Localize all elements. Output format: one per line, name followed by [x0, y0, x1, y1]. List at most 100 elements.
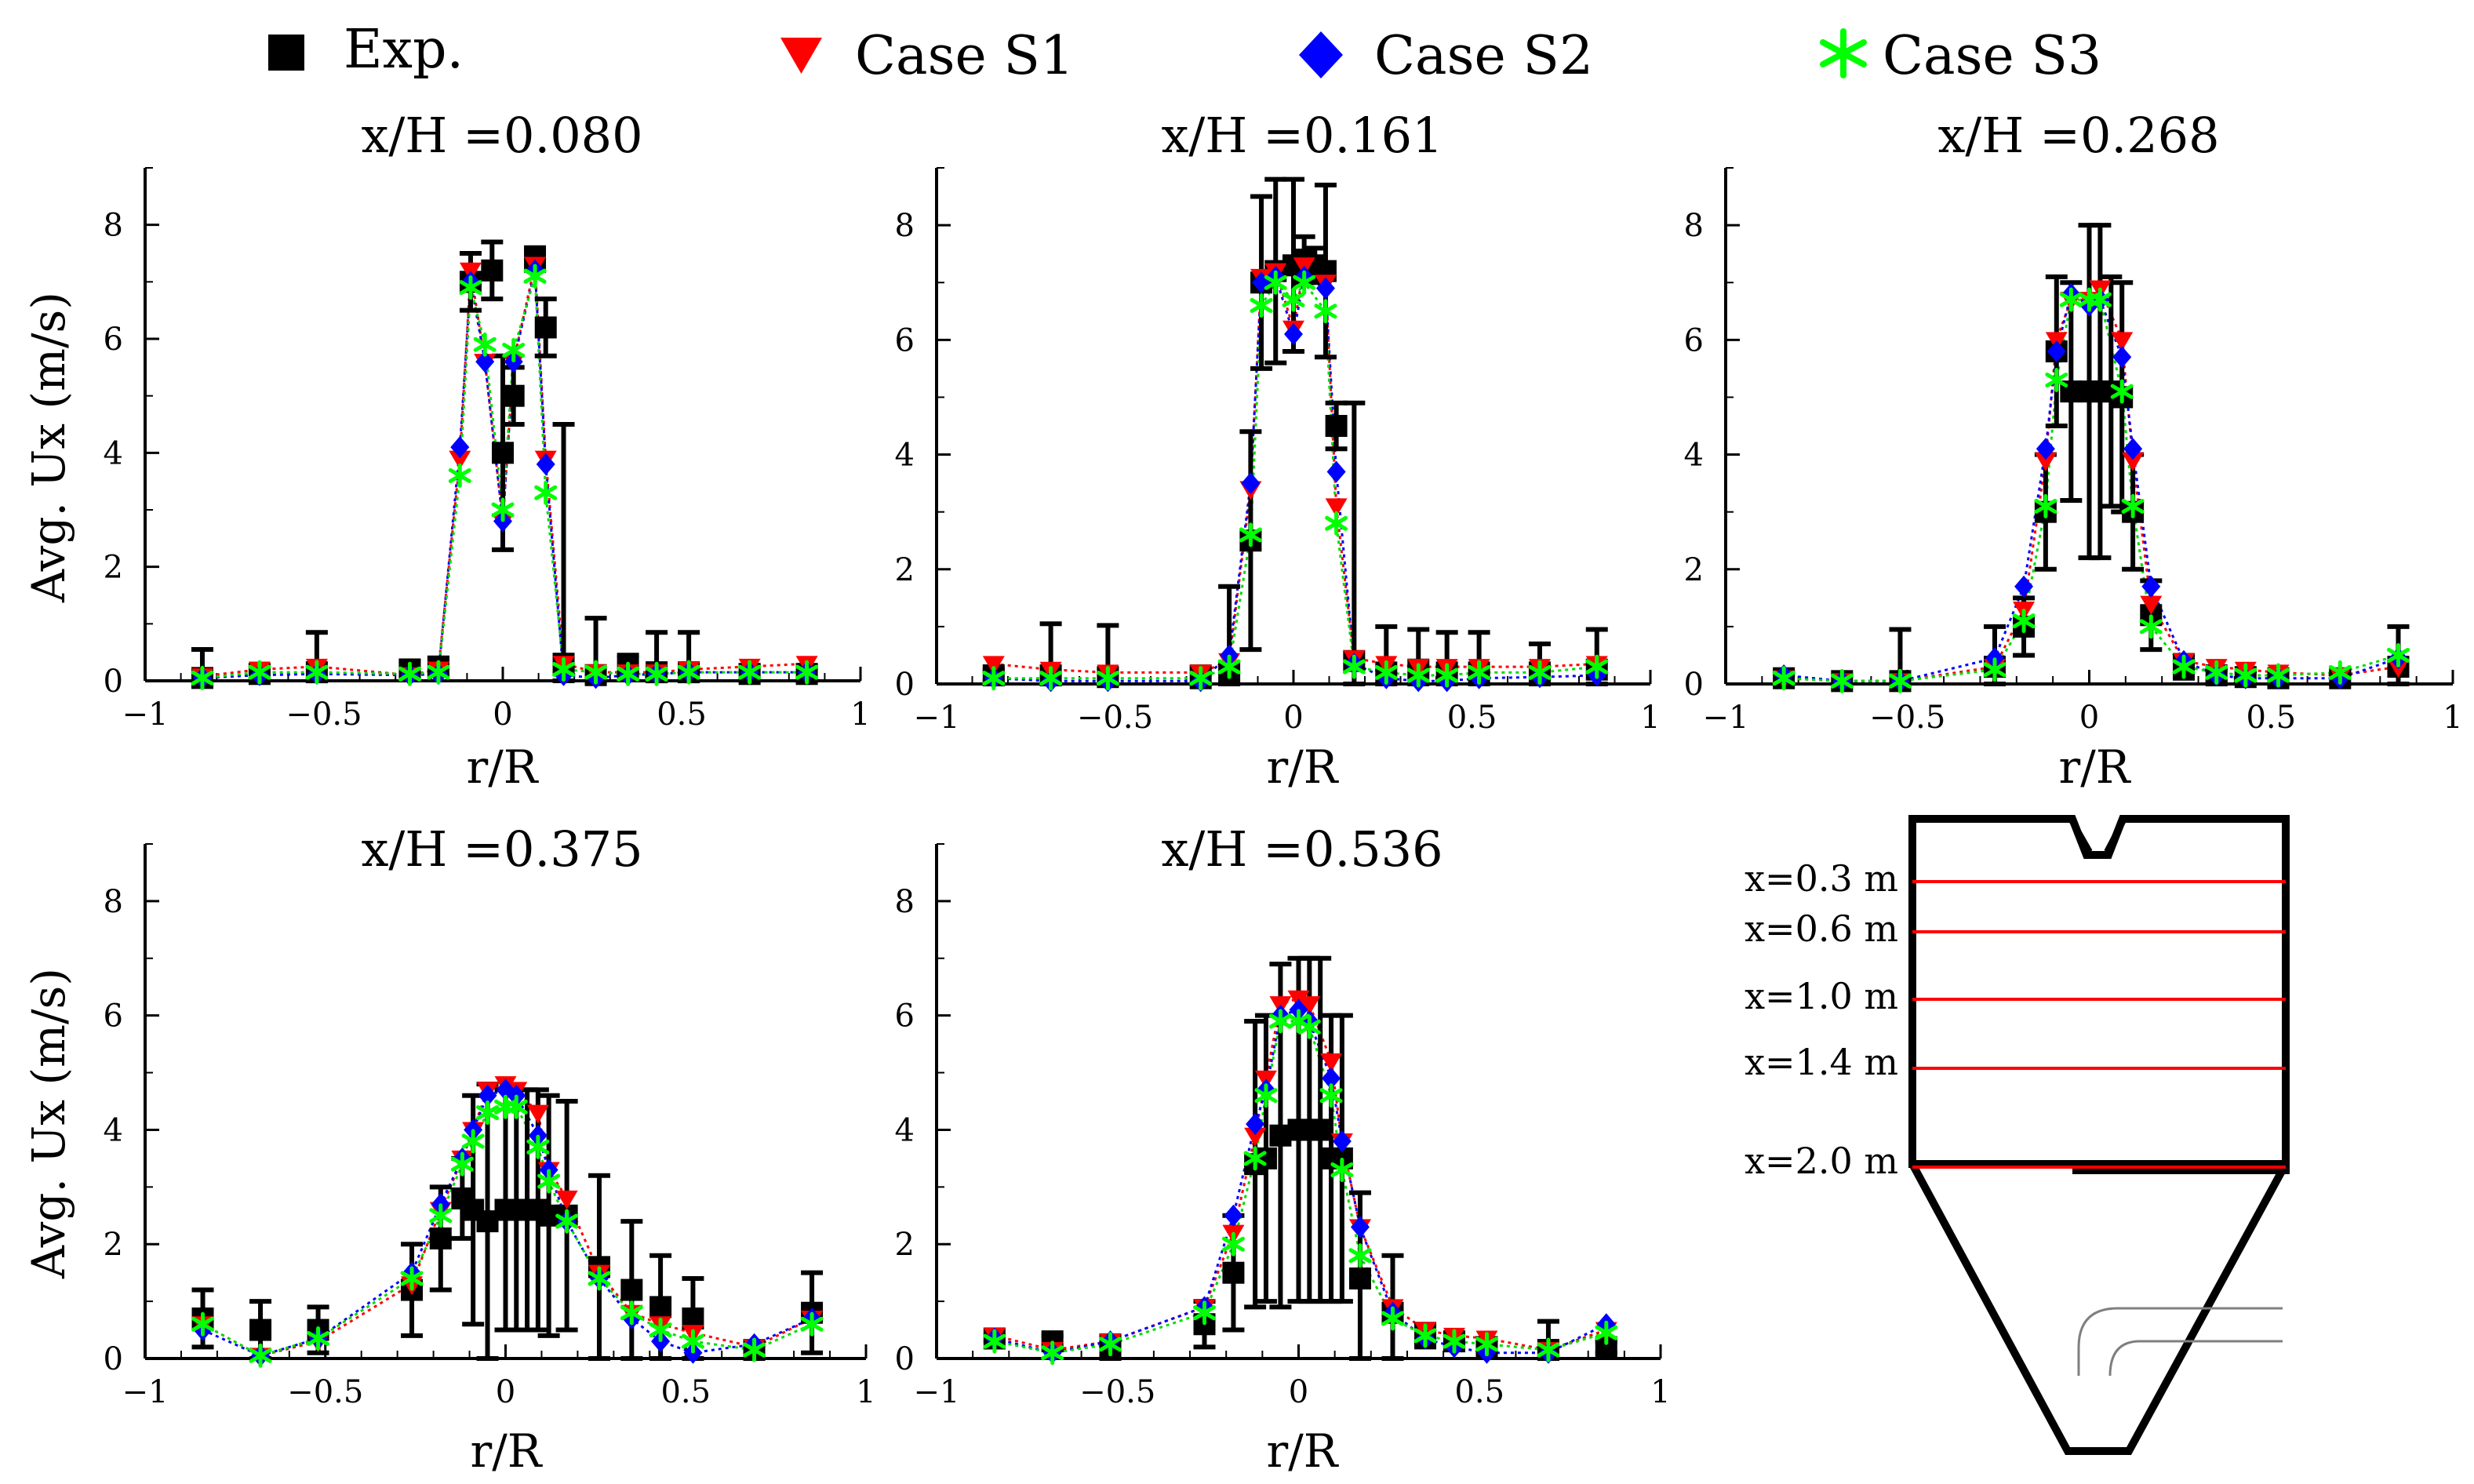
point-case-s2 [1332, 1130, 1352, 1153]
point-case-s3 [2088, 287, 2112, 312]
point-exp- [1309, 1118, 1332, 1141]
point-case-s3 [307, 1326, 330, 1351]
point-case-s3 [588, 1266, 611, 1291]
inlet-nozzle [2068, 817, 2127, 853]
point-case-s3 [1297, 1014, 1321, 1039]
point-case-s3 [1099, 1332, 1122, 1357]
y-tick-label: 0 [104, 664, 123, 700]
point-case-s3 [1435, 663, 1459, 688]
point-case-s3 [1475, 1332, 1498, 1357]
point-case-s1 [526, 1104, 549, 1124]
point-exp- [649, 1296, 672, 1319]
point-case-s3 [1830, 668, 1854, 693]
point-case-s2 [2047, 340, 2066, 362]
point-case-s3 [1254, 1083, 1278, 1108]
point-case-s2 [2112, 346, 2132, 369]
y-tick-label: 4 [895, 438, 915, 474]
point-case-s1 [449, 450, 471, 470]
point-case-s3 [1282, 287, 1305, 312]
x-tick-label: 0.5 [1447, 700, 1497, 736]
point-case-s3 [473, 332, 497, 357]
legend-label-s3: Case S3 [1883, 25, 2101, 87]
x-tick-label: 0 [1283, 700, 1303, 736]
y-tick-label: 4 [104, 1112, 123, 1148]
y-tick-label: 2 [1684, 552, 1704, 588]
x-tick-label: −0.5 [1077, 700, 1153, 736]
point-case-s3 [1888, 668, 1912, 693]
point-case-s3 [2045, 368, 2068, 393]
point-case-s3 [1319, 1083, 1343, 1108]
point-case-s3 [645, 661, 668, 686]
point-exp- [429, 1227, 452, 1249]
x-tick-label: 0.5 [657, 697, 707, 733]
x-tick-label: 0 [493, 697, 512, 733]
y-axis-label: Avg. Ux (m/s) [22, 292, 75, 603]
point-case-s3 [1374, 660, 1398, 685]
legend-item-s3: Case S3 [1820, 25, 2101, 87]
panel-title: x/H =0.375 [361, 820, 642, 878]
point-case-s2 [2014, 575, 2034, 598]
point-case-s3 [1243, 1146, 1267, 1171]
x-tick-label: −0.5 [1869, 700, 1945, 736]
y-tick-label: 6 [104, 998, 123, 1035]
point-case-s3 [983, 1329, 1006, 1354]
point-case-s3 [1330, 1157, 1354, 1182]
point-case-s3 [982, 666, 1006, 691]
point-case-s1 [1244, 1127, 1267, 1147]
point-case-s3 [504, 1094, 528, 1119]
point-case-s3 [191, 665, 214, 690]
point-case-s3 [800, 1311, 824, 1337]
x-tick-label: 0.5 [660, 1374, 711, 1410]
point-case-s3 [2012, 609, 2036, 634]
station-label-1.0: x=1.0 m [1745, 975, 1898, 1017]
point-case-s3 [400, 1266, 424, 1291]
y-tick-label: 2 [895, 1227, 915, 1263]
point-case-s3 [1772, 666, 1795, 691]
point-case-s3 [677, 660, 700, 685]
point-case-s2 [478, 1084, 497, 1107]
point-case-s3 [1096, 666, 1119, 691]
point-case-s3 [2205, 660, 2228, 685]
panel-4: x/H =0.375 Avg. Ux (m/s) r/R 0 2 4 6 8 −1 −0.5… [22, 820, 876, 1478]
station-lines [1912, 880, 2286, 1169]
station-label-0.3: x=0.3 m [1745, 857, 1898, 900]
y-tick-label: 2 [104, 1227, 123, 1263]
y-tick-label: 4 [1684, 438, 1704, 474]
point-exp- [534, 316, 557, 339]
point-case-s2 [1350, 1216, 1370, 1238]
y-tick-label: 0 [895, 1341, 915, 1377]
point-case-s3 [523, 264, 547, 289]
x-tick-label: 0 [1289, 1374, 1308, 1410]
x-axis-label: r/R [1267, 740, 1340, 794]
point-case-s1 [1298, 996, 1321, 1016]
y-tick-label: 6 [1684, 322, 1704, 358]
point-case-s3 [537, 1169, 561, 1194]
point-case-s3 [2110, 379, 2134, 404]
point-case-s3 [249, 1343, 272, 1368]
point-case-s3 [1264, 270, 1287, 295]
x-tick-label: 0 [496, 1374, 515, 1410]
point-case-s3 [1348, 1243, 1372, 1268]
point-case-s2 [1246, 1113, 1265, 1136]
point-exp- [481, 259, 504, 282]
point-case-s3 [1325, 511, 1348, 536]
point-case-s3 [1342, 654, 1366, 679]
point-case-s2 [2141, 575, 2161, 598]
point-case-s2 [1322, 1067, 1341, 1089]
panel-1: x/H =0.080 Avg. Ux (m/s) r/R 0 2 4 6 8 −1 −0.5… [22, 107, 871, 794]
point-case-s3 [491, 497, 515, 522]
point-case-s3 [191, 1311, 215, 1337]
point-exp- [620, 1278, 643, 1301]
panel-title: x/H =0.536 [1161, 820, 1443, 878]
x-axis-label: r/R [1267, 1424, 1340, 1478]
x-axis-label: r/R [471, 1424, 544, 1478]
y-tick-label: 4 [895, 1112, 915, 1148]
x-tick-label: −1 [122, 697, 169, 733]
y-tick-label: 6 [895, 322, 915, 358]
point-case-s3 [502, 338, 526, 363]
x-tick-label: 0.5 [1454, 1374, 1504, 1410]
error-bar [1343, 400, 1366, 686]
x-axis-label: r/R [2059, 740, 2132, 794]
point-case-s3 [427, 660, 450, 685]
x-tick-label: −0.5 [287, 1374, 363, 1410]
